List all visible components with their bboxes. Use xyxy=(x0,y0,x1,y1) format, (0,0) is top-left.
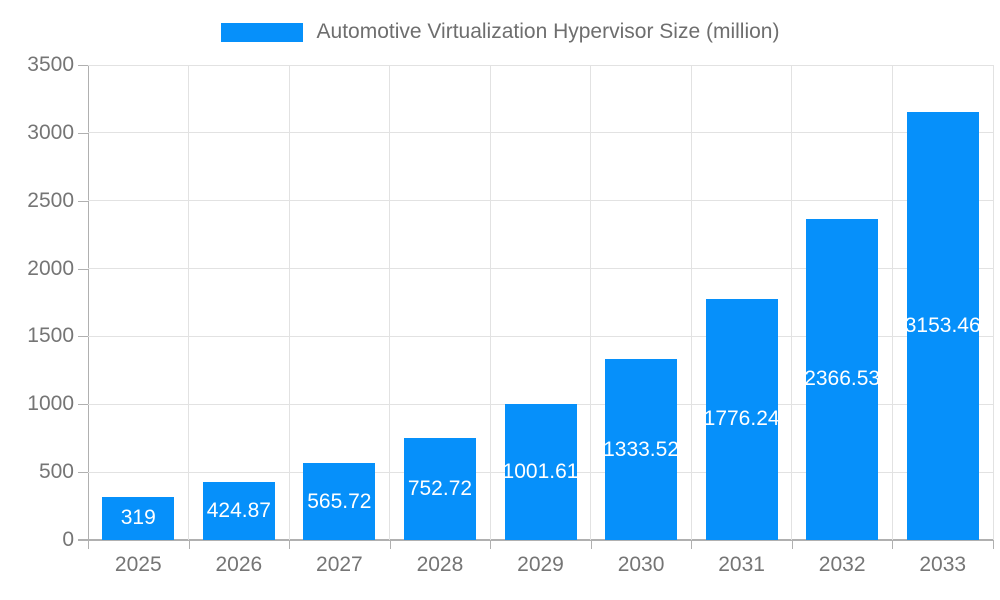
gridline-vertical xyxy=(288,65,290,540)
bar-2027[interactable]: 565.72 xyxy=(303,463,376,540)
x-axis-tick xyxy=(892,541,894,549)
gridline-horizontal xyxy=(88,268,993,270)
gridline-horizontal xyxy=(88,132,993,134)
bar-2026[interactable]: 424.87 xyxy=(202,482,275,540)
plot-area: 319 424.87 565.72 752.72 1001.61 1333.52 1776.… xyxy=(88,64,994,540)
y-axis-line xyxy=(88,65,89,541)
y-axis-tick xyxy=(78,132,88,134)
bar-value-label: 3153.46 xyxy=(906,314,979,338)
x-axis-tick-label: 2032 xyxy=(818,553,866,576)
x-axis-tick-label: 2027 xyxy=(316,553,363,576)
gridline-horizontal xyxy=(88,335,993,337)
y-axis-tick xyxy=(78,268,88,270)
bar-value-label: 752.72 xyxy=(407,476,473,500)
bar-value-label: 1776.24 xyxy=(705,407,778,431)
bar-2025[interactable]: 319 xyxy=(102,496,175,540)
x-axis-tick xyxy=(88,541,89,549)
y-axis-tick xyxy=(78,200,88,202)
gridline-horizontal xyxy=(88,200,993,202)
y-axis-tick xyxy=(78,336,88,338)
gridline-vertical xyxy=(791,65,793,540)
y-axis-tick-label: 3000 xyxy=(27,120,74,144)
gridline-vertical xyxy=(992,65,994,540)
y-axis-tick-label: 500 xyxy=(38,460,74,484)
x-axis-tick xyxy=(188,541,190,549)
x-axis-tick xyxy=(791,541,793,549)
bar-value-label: 319 xyxy=(120,506,156,530)
gridline-vertical xyxy=(188,65,190,540)
bar-value-label: 2366.53 xyxy=(806,367,879,391)
chart-legend[interactable]: Automotive Virtualization Hypervisor Siz… xyxy=(0,18,1000,46)
x-axis-tick xyxy=(993,541,994,549)
y-axis-tick-label: 2000 xyxy=(27,256,74,280)
y-axis-tick-label: 3500 xyxy=(27,53,74,76)
gridline-vertical xyxy=(389,65,391,540)
x-axis-tick xyxy=(590,541,592,549)
bar-2031[interactable]: 1776.24 xyxy=(705,298,778,540)
bar-value-label: 1333.52 xyxy=(605,437,678,461)
bar-value-label: 1001.61 xyxy=(504,460,577,484)
x-axis-tick xyxy=(691,541,693,549)
y-axis-tick-label: 1500 xyxy=(27,324,74,348)
x-axis-tick-label: 2028 xyxy=(416,553,464,576)
y-axis-tick-label: 1000 xyxy=(27,392,74,416)
bar-2029[interactable]: 1001.61 xyxy=(504,404,577,540)
x-axis-tick-label: 2025 xyxy=(114,553,162,576)
x-axis-tick xyxy=(289,541,291,549)
y-axis-tick-label: 0 xyxy=(62,528,74,551)
gridline-vertical xyxy=(489,65,491,540)
x-axis-tick-label: 2030 xyxy=(617,553,665,576)
y-axis-tick xyxy=(78,404,88,406)
y-axis-tick xyxy=(78,540,88,541)
bar-2033[interactable]: 3153.46 xyxy=(906,112,979,540)
gridline-vertical xyxy=(590,65,592,540)
bar-2028[interactable]: 752.72 xyxy=(403,437,476,540)
legend-label: Automotive Virtualization Hypervisor Siz… xyxy=(316,20,780,43)
y-axis-tick xyxy=(78,472,88,474)
bar-2030[interactable]: 1333.52 xyxy=(605,359,678,540)
x-axis-tick-label: 2031 xyxy=(718,553,765,576)
x-axis-tick-label: 2033 xyxy=(919,553,967,576)
bar-value-label: 424.87 xyxy=(206,499,271,523)
y-axis-tick-label: 2500 xyxy=(27,188,74,212)
x-axis-tick-label: 2029 xyxy=(517,553,564,576)
gridline-vertical xyxy=(690,65,692,540)
legend-swatch[interactable] xyxy=(220,22,303,42)
x-axis-line xyxy=(78,539,994,541)
x-axis-tick xyxy=(490,541,492,549)
y-axis-tick xyxy=(78,65,88,66)
x-axis-tick-label: 2026 xyxy=(215,553,263,576)
bar-value-label: 565.72 xyxy=(307,489,372,513)
x-axis-tick xyxy=(389,541,391,549)
gridline-horizontal xyxy=(88,64,993,66)
bar-2032[interactable]: 2366.53 xyxy=(806,218,879,540)
gridline-vertical xyxy=(891,65,893,540)
